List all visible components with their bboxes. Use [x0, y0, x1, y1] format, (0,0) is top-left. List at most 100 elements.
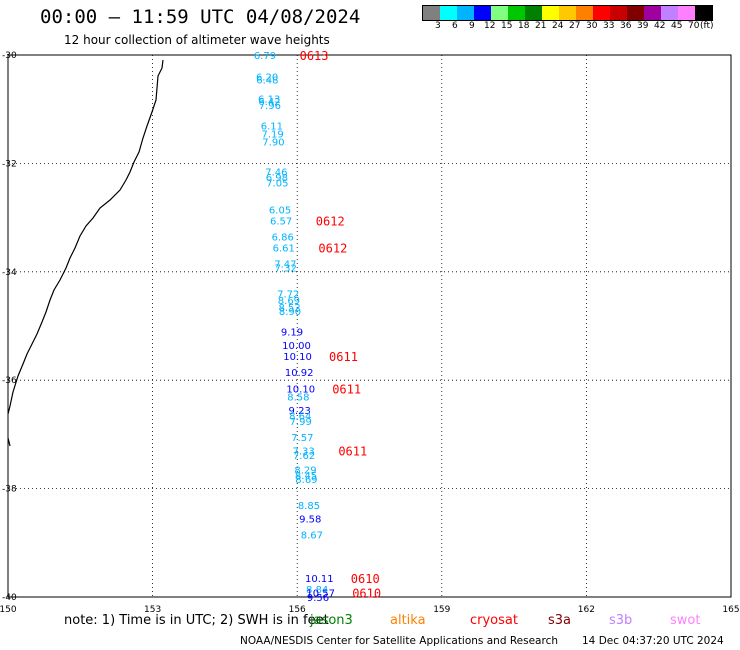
legend-label: 33: [603, 21, 615, 31]
legend-label: (ft): [700, 21, 714, 31]
legend-label: 24: [552, 21, 564, 31]
track-time-label: 0611: [332, 382, 361, 396]
satellite-name: s3b: [609, 613, 633, 628]
legend-swatch: [661, 6, 678, 20]
wave-height-value: 7.33: [293, 447, 315, 458]
legend-swatch: [593, 6, 610, 20]
lon-tick-label: 159: [433, 605, 450, 615]
wave-height-value: 7.99: [290, 417, 312, 428]
wave-height-value: 7.90: [262, 138, 284, 149]
legend-swatch: [457, 6, 474, 20]
wave-height-value: 6.98: [266, 173, 288, 184]
satellite-name: altika: [390, 613, 426, 628]
wave-height-value: 7.57: [291, 433, 313, 444]
wave-height-value: 6.42: [258, 97, 280, 108]
lon-tick-label: 165: [722, 605, 739, 615]
wave-height-value: 9.19: [281, 327, 303, 338]
track-time-label: 0611: [338, 445, 367, 459]
legend-label: 39: [637, 21, 649, 31]
map-subtitle: 12 hour collection of altimeter wave hei…: [64, 33, 330, 47]
wave-height-value: 7.32: [275, 263, 297, 274]
wave-height-value: 6.13: [258, 94, 280, 105]
legend-label: 42: [654, 21, 666, 31]
lat-tick-label: -30: [2, 51, 17, 61]
legend-label: 15: [501, 21, 513, 31]
wave-height-value: 7.19: [262, 130, 284, 141]
wave-height-value: 6.61: [273, 243, 295, 254]
wave-height-value: 6.05: [269, 205, 291, 216]
legend-label: 6: [452, 21, 458, 31]
wave-height-value: 10.10: [286, 384, 315, 395]
wave-height-value: 8.85: [298, 501, 320, 512]
lat-tick-label: -32: [2, 159, 17, 169]
wave-height-value: 8.69: [278, 296, 300, 307]
lon-tick-label: 156: [289, 605, 306, 615]
legend-swatch: [576, 6, 593, 20]
wave-height-value: 7.72: [277, 289, 299, 300]
legend-swatch: [644, 6, 661, 20]
legend-swatch: [542, 6, 559, 20]
wave-height-value: 8.64: [289, 411, 311, 422]
wave-height-value: 6.79: [254, 51, 276, 62]
legend-label: 3: [435, 21, 441, 31]
lat-lon-grid: [7, 54, 732, 598]
wave-height-value: 9.56: [307, 593, 329, 604]
observation-labels: 6.79 6.206.48 6.136.427.96 6.117.197.90 7.46…: [254, 51, 335, 604]
satellite-name: cryosat: [470, 613, 518, 628]
lat-tick-label: -40: [2, 593, 17, 603]
wave-height-value: 7.46: [265, 168, 287, 179]
legend-label: 30: [586, 21, 598, 31]
legend-swatch: [440, 6, 457, 20]
wave-height-value: 6.11: [261, 121, 283, 132]
wave-height-value: 6.57: [270, 216, 292, 227]
wave-height-value: 10.92: [285, 368, 314, 379]
units-note: note: 1) Time is in UTC; 2) SWH is in fe…: [64, 613, 329, 628]
wave-height-value: 8.52: [278, 303, 300, 314]
wave-height-value: 8.84: [306, 585, 328, 596]
wave-height-value: 7.47: [274, 260, 296, 271]
wave-height-value: 10.11: [305, 574, 334, 585]
legend-swatch: [491, 6, 508, 20]
satellite-name: s3a: [548, 613, 572, 628]
map-title: 00:00 – 11:59 UTC 04/08/2024: [40, 6, 361, 28]
satellite-name: jason3: [310, 613, 353, 628]
legend-swatch: [695, 6, 712, 20]
wave-height-value: 10.10: [283, 352, 312, 363]
legend-swatch: [525, 6, 542, 20]
satellite-name: swot: [670, 613, 701, 628]
legend-swatch: [474, 6, 491, 20]
lat-tick-label: -34: [2, 268, 17, 278]
wave-height-value: 6.20: [256, 73, 278, 84]
track-time-label: 0610: [351, 572, 380, 586]
wave-height-value: 7.62: [293, 451, 315, 462]
wave-height-value: 8.45: [295, 471, 317, 482]
wave-height-value: 9.23: [289, 406, 311, 417]
map-frame: [7, 54, 732, 598]
generated-timestamp: 14 Dec 04:37:20 UTC 2024: [582, 635, 724, 647]
wave-height-value: 10.57: [306, 589, 335, 600]
wave-height-value: 8.58: [287, 392, 309, 403]
legend-label: 70: [688, 21, 700, 31]
track-time-label: 0612: [316, 214, 345, 228]
lat-tick-label: -36: [2, 376, 17, 386]
legend-swatch: [508, 6, 525, 20]
wave-height-value: 8.29: [294, 466, 316, 477]
credit-line: NOAA/NESDIS Center for Satellite Applica…: [240, 635, 558, 647]
wave-height-value: 8.67: [301, 531, 323, 542]
wave-height-value: 7.05: [266, 178, 288, 189]
legend-label: 21: [535, 21, 547, 31]
legend-swatch: [423, 6, 440, 20]
legend-label: 27: [569, 21, 581, 31]
wave-height-value: 8.69: [295, 475, 317, 486]
track-time-label: 0613: [300, 49, 329, 63]
axis-tick-labels: 150 153 156 159 162 165 -30 -32 -34 -36 -38 -40: [0, 51, 740, 615]
wave-height-value: 9.58: [299, 514, 321, 525]
legend-swatch: [610, 6, 627, 20]
wave-height-value: 7.96: [259, 101, 281, 112]
track-time-label: 0612: [318, 241, 347, 255]
wave-height-value: 8.90: [279, 307, 301, 318]
color-legend: [422, 5, 713, 21]
wave-height-value: 6.48: [256, 75, 278, 86]
legend-label: 9: [469, 21, 475, 31]
